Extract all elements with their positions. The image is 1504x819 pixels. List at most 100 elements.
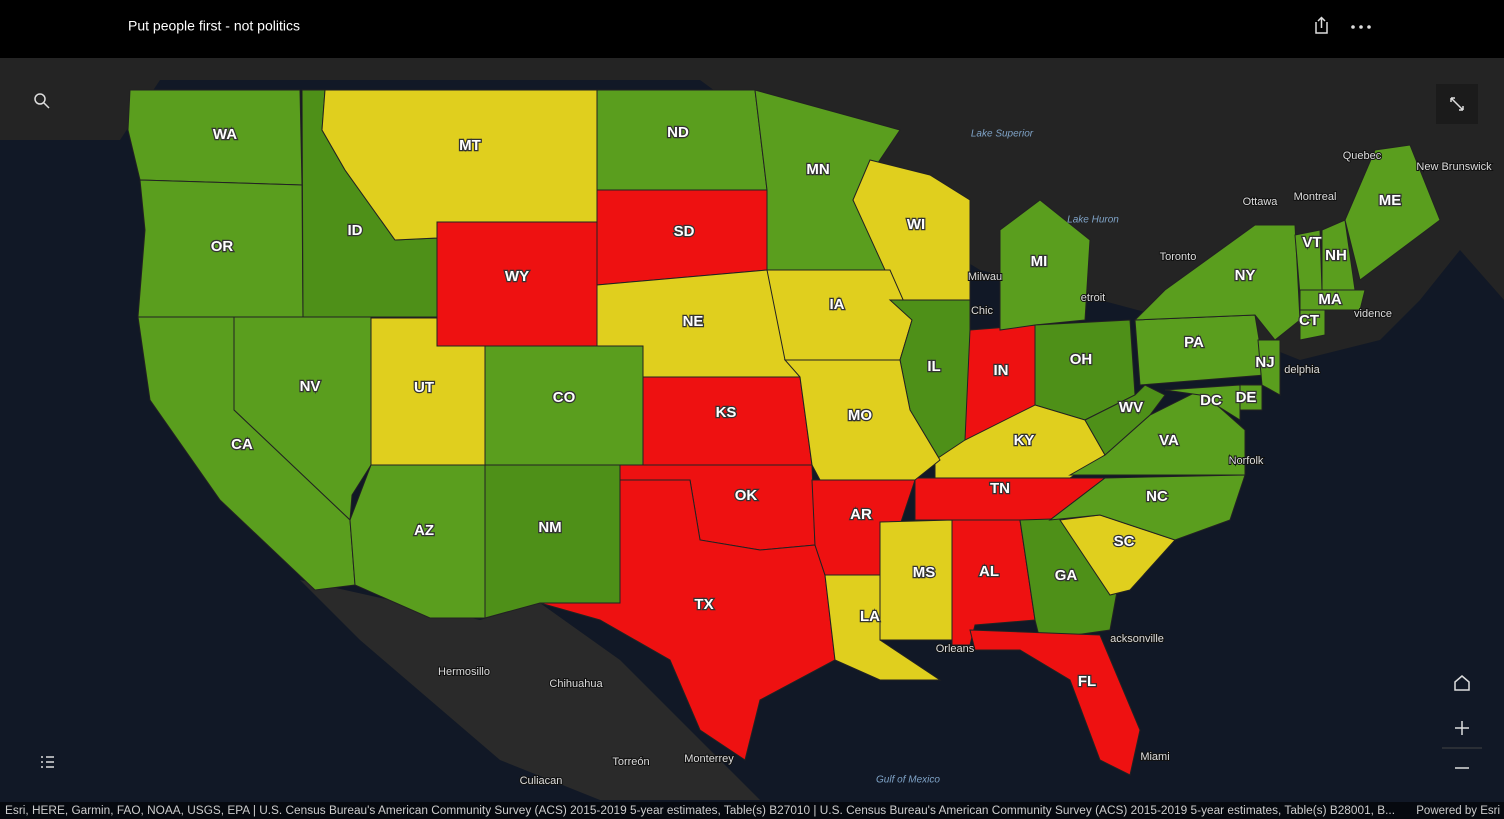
state-label: CA — [231, 436, 253, 453]
search-button[interactable] — [34, 93, 50, 109]
home-button[interactable] — [1454, 675, 1470, 691]
state-label: OH — [1070, 351, 1093, 368]
state-label: IL — [927, 358, 940, 375]
state-label: AR — [850, 506, 872, 523]
state — [1299, 309, 1326, 341]
state — [1084, 384, 1166, 456]
state-label: PA — [1184, 334, 1204, 351]
state-label: NV — [300, 378, 321, 395]
state-label: OR — [211, 238, 234, 255]
state-label: WV — [1119, 399, 1143, 416]
state-label: DE — [1236, 389, 1257, 406]
state — [999, 199, 1091, 331]
state-label: IA — [830, 296, 845, 313]
state-label: WA — [213, 126, 237, 143]
legend-button[interactable] — [41, 756, 54, 768]
states-layer — [127, 89, 1441, 776]
state-label: ME — [1379, 192, 1402, 209]
state — [1164, 384, 1241, 421]
state-label: GA — [1055, 567, 1078, 584]
place-label: Norfolk — [1229, 455, 1264, 467]
place-label: vidence — [1354, 308, 1392, 320]
labels-layer: WA OR ID MT ND SD WY NE MN WI IA IL IN MI OH KY TN UT CO KS… — [210, 123, 1494, 788]
state-label: UT — [414, 379, 434, 396]
state-label: MA — [1318, 291, 1341, 308]
place-label: delphia — [1284, 364, 1320, 376]
share-button[interactable] — [1315, 16, 1328, 34]
place-label: Monterrey — [684, 753, 734, 765]
app-title: Put people first - not politics — [128, 18, 300, 34]
place-label: Chic — [971, 305, 994, 317]
state-label: ID — [348, 222, 363, 239]
fullscreen-button[interactable] — [1436, 84, 1478, 124]
state-label: AZ — [414, 522, 434, 539]
state-label: NY — [1235, 267, 1256, 284]
state-label: KY — [1014, 432, 1035, 449]
place-label: New Brunswick — [1416, 161, 1492, 173]
state-label: NE — [683, 313, 704, 330]
state-label: CT — [1299, 312, 1319, 329]
state — [1344, 144, 1441, 281]
state-label: MI — [1031, 253, 1048, 270]
state — [879, 519, 953, 641]
state-label: OK — [735, 487, 758, 504]
state — [1133, 224, 1301, 341]
state-label: NC — [1146, 488, 1168, 505]
place-label: Quebec — [1343, 150, 1382, 162]
powered-by: Powered by Esri — [1416, 805, 1500, 817]
state-label: NH — [1325, 247, 1347, 264]
state-label: VT — [1302, 234, 1321, 251]
place-label: Hermosillo — [438, 666, 490, 678]
state — [539, 479, 836, 761]
state — [1299, 289, 1366, 311]
mexico-land — [300, 580, 760, 800]
place-label: Miami — [1140, 751, 1169, 763]
state — [1257, 339, 1281, 396]
state — [642, 376, 813, 466]
state-label: IN — [994, 362, 1009, 379]
state-label: AL — [979, 563, 999, 580]
place-label: Orleans — [936, 643, 975, 655]
canada-land — [0, 58, 1504, 360]
state-label: FL — [1078, 673, 1096, 690]
state-label: WY — [505, 268, 529, 285]
place-label: acksonville — [1110, 633, 1164, 645]
attribution-bar — [0, 802, 1504, 819]
state-label: CO — [553, 389, 576, 406]
state-label: NJ — [1255, 354, 1274, 371]
zoom-in-button[interactable] — [1455, 721, 1469, 735]
state-label: NM — [538, 519, 561, 536]
more-button[interactable] — [1351, 25, 1371, 29]
place-label: Lake Superior — [971, 129, 1034, 140]
state-label: MO — [848, 407, 872, 424]
place-label: Toronto — [1160, 251, 1197, 263]
state-label: VA — [1159, 432, 1179, 449]
state — [969, 629, 1141, 776]
place-label: Ottawa — [1243, 196, 1279, 208]
state-label: LA — [860, 608, 880, 625]
place-label: Culiacan — [520, 775, 563, 787]
place-label: Montreal — [1294, 191, 1337, 203]
state-label: SD — [674, 223, 695, 240]
header-bar — [0, 0, 1504, 58]
state-label: TN — [990, 480, 1010, 497]
state-label: SC — [1114, 533, 1135, 550]
state-label: MS — [913, 564, 936, 581]
state — [1048, 474, 1246, 541]
attribution: Esri, HERE, Garmin, FAO, NOAA, USGS, EPA… — [5, 805, 1395, 817]
state-label: KS — [716, 404, 737, 421]
state-label: DC — [1200, 392, 1222, 409]
state-label: ND — [667, 124, 689, 141]
state — [766, 269, 913, 361]
place-label: Milwau — [968, 271, 1002, 283]
place-label: Torreón — [612, 756, 649, 768]
state — [484, 464, 621, 619]
state-label: WI — [907, 216, 925, 233]
state-label: TX — [694, 596, 713, 613]
place-label: etroit — [1081, 292, 1105, 304]
place-label: Chihuahua — [549, 678, 603, 690]
state-label: MT — [459, 137, 481, 154]
place-label: Lake Huron — [1067, 215, 1119, 226]
